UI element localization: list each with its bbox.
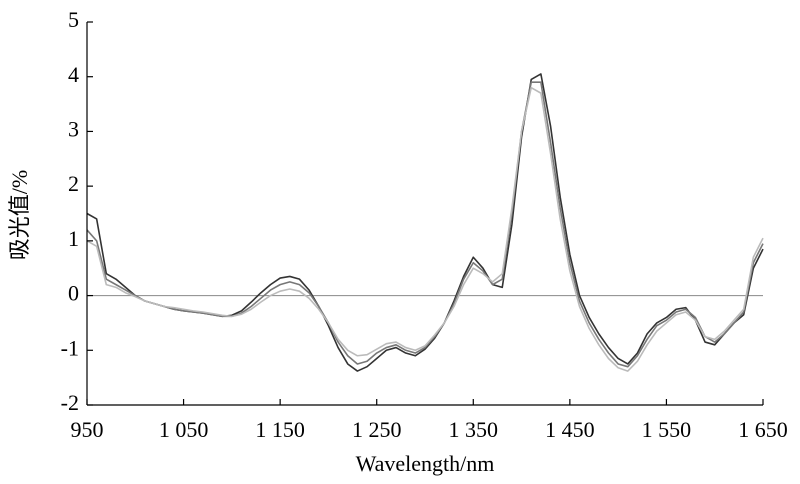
x-tick-label: 1 150 [255,417,305,442]
y-tick-label: 5 [68,7,79,32]
y-tick-label: 0 [68,281,79,306]
x-tick-label: 1 050 [159,417,209,442]
y-tick-label: -1 [61,335,79,360]
x-tick-label: 1 550 [642,417,692,442]
y-tick-label: -2 [61,390,79,415]
x-tick-label: 1 450 [545,417,595,442]
y-tick-label: 2 [68,171,79,196]
spectrum-line [86,81,764,368]
x-axis-label: Wavelength/nm [356,451,495,476]
x-tick-label: 950 [71,417,104,442]
y-tick-label: 3 [68,116,79,141]
x-tick-label: 1 250 [352,417,402,442]
y-axis-label: 吸光值/% [7,170,32,260]
y-tick-label: 4 [68,62,79,87]
spectrum-line [86,86,764,372]
y-tick-label: 1 [68,226,79,251]
x-tick-label: 1 350 [449,417,499,442]
x-tick-label: 1 650 [738,417,788,442]
